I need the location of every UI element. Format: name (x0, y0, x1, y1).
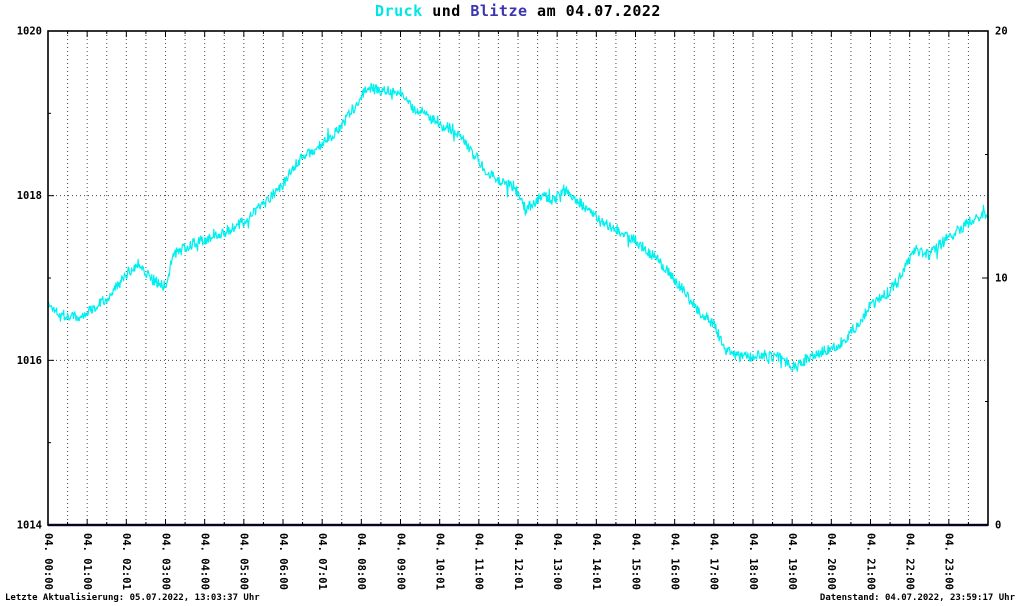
svg-text:04. 17:00: 04. 17:00 (708, 533, 720, 590)
chart-title: Druck und Blitze am 04.07.2022 (48, 2, 988, 20)
svg-text:04. 15:00: 04. 15:00 (629, 533, 641, 590)
svg-text:20: 20 (995, 26, 1008, 38)
svg-text:04. 05:00: 04. 05:00 (238, 533, 250, 590)
svg-text:04. 03:00: 04. 03:00 (159, 533, 171, 590)
title-series-blitze: Blitze (470, 2, 528, 20)
svg-text:0: 0 (995, 520, 1001, 532)
svg-text:04. 18:00: 04. 18:00 (747, 533, 759, 590)
svg-text:04. 10:01: 04. 10:01 (433, 533, 445, 590)
svg-text:1014: 1014 (17, 520, 42, 532)
svg-text:04. 02:01: 04. 02:01 (120, 533, 132, 590)
title-date: am 04.07.2022 (527, 2, 661, 20)
svg-text:04. 09:00: 04. 09:00 (394, 533, 406, 590)
title-series-druck: Druck (375, 2, 423, 20)
svg-text:04. 12:01: 04. 12:01 (512, 533, 524, 590)
svg-text:04. 00:00: 04. 00:00 (42, 533, 54, 590)
svg-text:04. 21:00: 04. 21:00 (864, 533, 876, 590)
svg-text:1016: 1016 (17, 355, 42, 367)
svg-text:04. 23:00: 04. 23:00 (943, 533, 955, 590)
svg-text:04. 11:00: 04. 11:00 (473, 533, 485, 590)
svg-text:1018: 1018 (17, 190, 42, 202)
svg-text:04. 06:00: 04. 06:00 (277, 533, 289, 590)
svg-text:04. 01:00: 04. 01:00 (81, 533, 93, 590)
svg-text:10: 10 (995, 273, 1008, 285)
svg-text:04. 16:00: 04. 16:00 (668, 533, 680, 590)
svg-text:04. 20:00: 04. 20:00 (825, 533, 837, 590)
svg-text:1020: 1020 (17, 26, 42, 38)
title-word-und: und (422, 2, 471, 20)
svg-text:04. 22:00: 04. 22:00 (903, 533, 915, 590)
svg-text:04. 14:01: 04. 14:01 (590, 533, 602, 590)
svg-text:04. 13:00: 04. 13:00 (551, 533, 563, 590)
svg-text:04. 08:00: 04. 08:00 (355, 533, 367, 590)
svg-text:04. 04:00: 04. 04:00 (198, 533, 210, 590)
svg-text:04. 19:00: 04. 19:00 (786, 533, 798, 590)
svg-text:04. 07:01: 04. 07:01 (316, 533, 328, 590)
data-state-text: Datenstand: 04.07.2022, 23:59:17 Uhr (819, 593, 1015, 603)
last-update-text: Letzte Aktualisierung: 05.07.2022, 13:03… (5, 593, 260, 603)
